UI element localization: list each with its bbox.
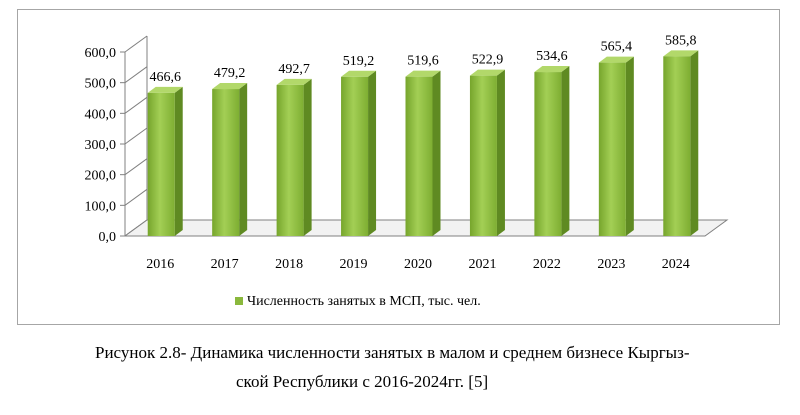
bar-side bbox=[690, 50, 699, 236]
x-tick-label: 2022 bbox=[533, 257, 561, 272]
bar-top bbox=[147, 86, 183, 93]
data-label: 519,2 bbox=[343, 54, 375, 69]
y-tick-label: 100,0 bbox=[85, 199, 117, 214]
bar-front bbox=[276, 84, 304, 236]
y-tick-label: 300,0 bbox=[85, 138, 117, 153]
bar-top bbox=[212, 83, 248, 90]
x-tick-label: 2021 bbox=[468, 257, 496, 272]
bar-front bbox=[212, 89, 240, 236]
y-grid-depth bbox=[124, 127, 148, 145]
bar-top bbox=[405, 70, 441, 77]
bar-side bbox=[368, 70, 377, 237]
x-tick-label: 2018 bbox=[275, 257, 303, 272]
bar-side bbox=[561, 66, 570, 236]
y-grid-depth bbox=[124, 188, 148, 206]
chart-frame bbox=[17, 9, 780, 325]
bar-side bbox=[303, 78, 312, 236]
bar-front bbox=[663, 56, 691, 236]
figure-caption-line-2: ской Республики с 2016-2024гг. [5] bbox=[236, 372, 489, 391]
x-tick-label: 2016 bbox=[146, 257, 174, 272]
bar-front bbox=[405, 76, 433, 236]
legend-swatch bbox=[235, 297, 243, 305]
x-tick-label: 2017 bbox=[211, 257, 239, 272]
data-label: 522,9 bbox=[472, 53, 504, 68]
x-tick-label: 2019 bbox=[340, 257, 368, 272]
bar bbox=[276, 78, 312, 236]
bar-front bbox=[598, 62, 626, 236]
bar-top bbox=[469, 69, 505, 76]
bar-top bbox=[276, 78, 312, 85]
bar-front bbox=[534, 72, 562, 236]
bar-top bbox=[663, 50, 699, 57]
bar-side bbox=[432, 70, 441, 236]
data-label: 519,6 bbox=[407, 54, 439, 69]
y-tick-label: 600,0 bbox=[85, 46, 117, 61]
bar-side bbox=[174, 86, 183, 236]
legend-label: Численность занятых в МСП, тыс. чел. bbox=[247, 294, 481, 309]
bar bbox=[663, 50, 699, 236]
bar-top bbox=[598, 56, 634, 63]
x-tick-label: 2024 bbox=[662, 257, 690, 272]
figure-caption-line-1: Рисунок 2.8- Динамика численности заняты… bbox=[95, 343, 690, 362]
y-tick-label: 400,0 bbox=[85, 107, 117, 122]
x-tick-label: 2023 bbox=[597, 257, 625, 272]
y-grid-depth bbox=[124, 158, 148, 176]
bar bbox=[534, 66, 570, 236]
bar-side bbox=[625, 56, 634, 236]
bar bbox=[147, 86, 183, 236]
bar-side bbox=[239, 83, 248, 236]
x-tick-label: 2020 bbox=[404, 257, 432, 272]
bar-top bbox=[341, 70, 377, 77]
y-tick-label: 0,0 bbox=[99, 230, 117, 245]
data-label: 565,4 bbox=[601, 40, 633, 55]
y-grid-depth bbox=[124, 96, 148, 114]
data-label: 479,2 bbox=[214, 66, 246, 81]
bar-front bbox=[341, 76, 369, 237]
bar-top bbox=[534, 66, 570, 73]
bar bbox=[212, 83, 248, 236]
data-label: 534,6 bbox=[536, 49, 568, 64]
y-tick-label: 500,0 bbox=[85, 77, 117, 92]
bar-front bbox=[147, 92, 175, 236]
y-tick-label: 200,0 bbox=[85, 169, 117, 184]
data-label: 466,6 bbox=[149, 70, 181, 85]
y-grid-depth bbox=[124, 35, 148, 53]
bar bbox=[405, 70, 441, 236]
bar-side bbox=[496, 69, 505, 236]
data-label: 492,7 bbox=[278, 62, 310, 77]
bar-front bbox=[469, 75, 497, 236]
chart: 0,0 100,0 200,0 300,0 400,0 500,0 600,0 466,6 2… bbox=[85, 33, 729, 309]
y-grid-depth bbox=[124, 66, 148, 84]
bar bbox=[341, 70, 377, 237]
data-label: 585,8 bbox=[665, 33, 697, 48]
bar bbox=[469, 69, 505, 236]
bar bbox=[598, 56, 634, 236]
